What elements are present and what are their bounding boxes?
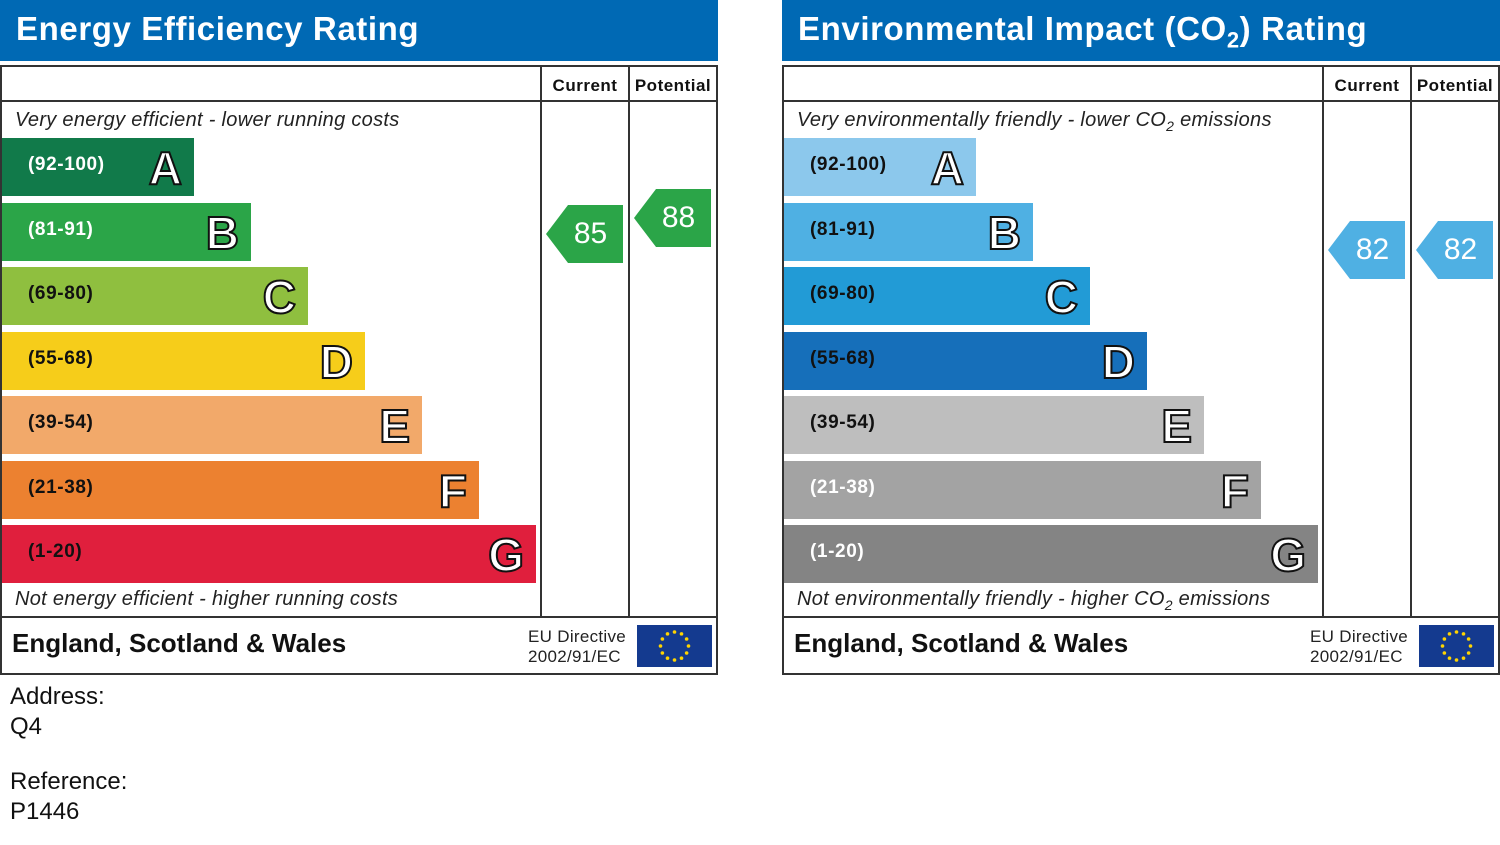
potential-rating-arrow: 88 [634, 189, 711, 247]
band-letter: F [1220, 464, 1250, 518]
reference-label: Reference: [10, 768, 128, 795]
rating-arrow-polygon [1328, 221, 1405, 279]
band-letter: E [1160, 399, 1193, 453]
band-letter: D [319, 335, 354, 389]
bottom-caption: Not environmentally friendly - higher CO… [797, 588, 1271, 613]
rating-band-f: (21-38) F [784, 460, 1261, 519]
band-letter: A [930, 141, 965, 195]
current-column-divider [540, 65, 542, 618]
top-caption: Very energy efficient - lower running co… [15, 109, 400, 131]
band-letter: B [205, 206, 240, 260]
eu-directive-line1: EU Directive [528, 627, 627, 646]
rating-arrow-polygon [1416, 221, 1493, 279]
band-letter: B [987, 206, 1022, 260]
bottom-caption: Not energy efficient - higher running co… [15, 588, 399, 610]
rating-band-b: (81-91) B [2, 202, 251, 261]
current-rating-arrow: 82 [1328, 221, 1405, 279]
band-range-label: (21-38) [810, 476, 876, 498]
environmental-title-bar: Environmental Impact (CO2) Rating [782, 0, 1500, 61]
current-column-divider [1322, 65, 1324, 618]
rating-band-a: (92-100) A [784, 138, 976, 196]
band-letter: A [148, 141, 183, 195]
rating-band-d: (55-68) D [784, 331, 1147, 390]
environmental-impact-panel: Environmental Impact (CO2) Rating Curren… [782, 0, 1500, 675]
band-range-label: (69-80) [28, 283, 94, 304]
footer-divider [782, 616, 1500, 618]
address-label: Address: [10, 683, 105, 710]
rating-band-c: (69-80) C [784, 267, 1090, 325]
region-label: England, Scotland & Wales [12, 628, 347, 658]
rating-band-e: (39-54) E [784, 396, 1204, 454]
band-letter: C [262, 270, 297, 324]
band-range-label: (92-100) [28, 154, 105, 175]
rating-value: 88 [661, 201, 696, 234]
band-letter: G [1269, 528, 1307, 582]
rating-arrow-polygon [634, 189, 711, 247]
band-range-label: (92-100) [810, 154, 887, 175]
rating-band-g: (1-20) G [784, 525, 1318, 583]
rating-band-e: (39-54) E [2, 396, 422, 454]
energy-chart-frame [0, 65, 718, 675]
band-range-label: (39-54) [28, 412, 94, 433]
band-letter: C [1044, 270, 1079, 324]
top-caption: Very environmentally friendly - lower CO… [797, 109, 1272, 134]
header-divider [0, 100, 718, 102]
rating-band-b: (81-91) B [784, 202, 1033, 261]
eu-directive-text: EU Directive 2002/91/EC [1310, 627, 1408, 667]
rating-band-g: (1-20) G [2, 525, 536, 583]
eu-directive-line1: EU Directive [1310, 627, 1409, 646]
band-range-label: (81-91) [28, 218, 94, 240]
eu-directive-line2: 2002/91/EC [528, 647, 621, 666]
eu-flag-icon [637, 625, 712, 667]
region-label: England, Scotland & Wales [794, 628, 1129, 658]
energy-efficiency-panel: Energy Efficiency Rating Current Potenti… [0, 0, 718, 675]
header-divider [782, 100, 1500, 102]
potential-column-divider [1410, 65, 1412, 618]
eu-flag-icon [1419, 625, 1494, 667]
rating-arrow-shape [546, 205, 623, 263]
band-letter: G [487, 528, 525, 582]
reference-value: P1446 [10, 798, 80, 825]
energy-title: Energy Efficiency Rating [16, 10, 420, 47]
band-letter: D [1101, 335, 1136, 389]
band-range-label: (1-20) [810, 541, 865, 562]
rating-arrow-shape [1416, 221, 1493, 279]
band-range-label: (69-80) [810, 283, 876, 304]
current-column-header: Current [1334, 76, 1400, 95]
rating-value: 82 [1355, 233, 1390, 266]
eu-directive-text: EU Directive 2002/91/EC [528, 627, 626, 667]
rating-value: 85 [573, 217, 608, 250]
potential-column-header: Potential [1416, 76, 1494, 95]
rating-band-d: (55-68) D [2, 331, 365, 390]
current-column-header: Current [552, 76, 618, 95]
footer-divider [0, 616, 718, 618]
potential-column-header: Potential [634, 76, 712, 95]
band-range-label: (39-54) [810, 412, 876, 433]
potential-column-divider [628, 65, 630, 618]
rating-arrow-shape [1328, 221, 1405, 279]
potential-rating-arrow: 82 [1416, 221, 1493, 279]
rating-arrow-shape [634, 189, 711, 247]
band-range-label: (55-68) [28, 347, 94, 369]
band-range-label: (1-20) [28, 541, 83, 562]
environmental-chart-frame [782, 65, 1500, 675]
band-letter: E [378, 399, 411, 453]
rating-band-a: (92-100) A [2, 138, 194, 196]
rating-value: 82 [1443, 233, 1478, 266]
current-rating-arrow: 85 [546, 205, 623, 263]
band-letter: F [438, 464, 468, 518]
energy-title-bar: Energy Efficiency Rating [0, 0, 718, 61]
eu-directive-line2: 2002/91/EC [1310, 647, 1403, 666]
rating-band-c: (69-80) C [2, 267, 308, 325]
rating-arrow-polygon [546, 205, 623, 263]
rating-band-f: (21-38) F [2, 460, 479, 519]
band-range-label: (21-38) [28, 476, 94, 498]
address-value: Q4 [10, 713, 43, 740]
band-range-label: (81-91) [810, 218, 876, 240]
band-range-label: (55-68) [810, 347, 876, 369]
environmental-title: Environmental Impact (CO2) Rating [798, 10, 1368, 53]
